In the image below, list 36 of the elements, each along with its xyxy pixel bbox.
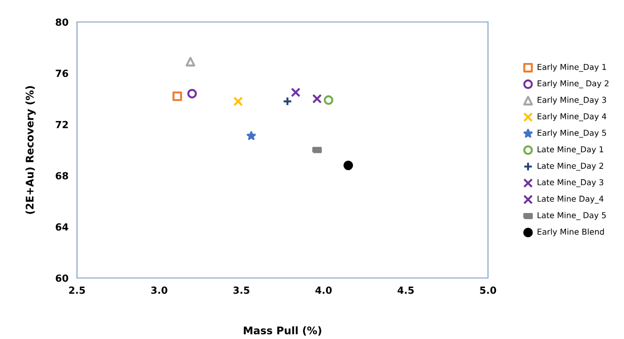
point bbox=[186, 56, 196, 66]
x-tick-label: 2.5 bbox=[69, 286, 85, 294]
legend-label: Early Mine_Day 3 bbox=[538, 96, 606, 105]
point bbox=[343, 160, 354, 170]
x-tick-label: 4.5 bbox=[398, 286, 414, 294]
point bbox=[290, 88, 300, 98]
point bbox=[187, 88, 197, 98]
x-axis-title: Mass Pull (%) bbox=[244, 326, 322, 336]
legend-label: Late Mine_Day 1 bbox=[538, 146, 604, 154]
y-tick-label: 60 bbox=[56, 274, 68, 282]
point bbox=[312, 94, 322, 104]
legend-label: Early Mine Blend bbox=[538, 228, 604, 236]
legend-label: Early Mine_Day 1 bbox=[538, 64, 606, 72]
legend-label: Early Mine_Day 4 bbox=[538, 113, 606, 122]
y-tick-label: 76 bbox=[56, 70, 68, 78]
x-tick-label: 5.0 bbox=[480, 286, 496, 294]
y-tick-label: 64 bbox=[56, 223, 68, 231]
y-tick-label: 80 bbox=[56, 18, 68, 26]
y-tick-label: 68 bbox=[56, 172, 68, 180]
legend-label: Early Mine_Day 5 bbox=[538, 130, 606, 138]
legend-label: Late Mine_ Day 5 bbox=[538, 212, 606, 220]
legend-label: Late Mine Day_4 bbox=[538, 196, 604, 204]
y-axis-title: (2E+Au) Recovery (%) bbox=[26, 86, 36, 214]
point bbox=[246, 131, 256, 140]
point bbox=[172, 91, 182, 102]
x-tick-label: 4.0 bbox=[315, 286, 332, 294]
point bbox=[282, 96, 292, 106]
point bbox=[233, 96, 243, 106]
x-tick-label: 3.5 bbox=[233, 286, 250, 294]
point bbox=[312, 146, 322, 154]
x-tick-label: 3.0 bbox=[151, 286, 168, 294]
legend-label: Early Mine_ Day 2 bbox=[538, 80, 608, 88]
legend-label: Late Mine_Day 3 bbox=[538, 179, 604, 188]
point bbox=[324, 95, 334, 105]
y-tick-label: 72 bbox=[56, 120, 68, 128]
legend-label: Late Mine_Day 2 bbox=[538, 162, 604, 171]
